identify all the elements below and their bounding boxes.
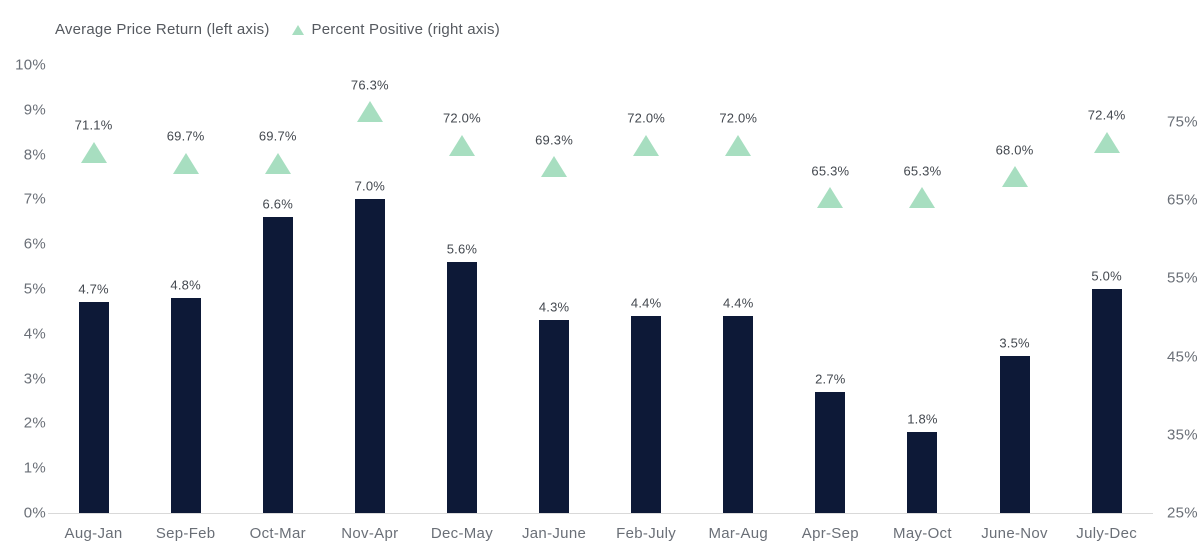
triangle-series-swatch-icon (291, 24, 304, 35)
triangle-marker (448, 134, 475, 156)
right-axis-tick-label: 55% (1167, 269, 1198, 287)
triangle-marker (817, 187, 844, 209)
triangle-marker (172, 152, 199, 174)
bar (539, 320, 570, 513)
bar (446, 262, 477, 513)
right-axis-tick-label: 25% (1167, 504, 1198, 522)
bar-value-label: 5.0% (1091, 268, 1122, 284)
triangle-value-label: 72.0% (443, 110, 481, 126)
legend-item-average-price-return: Average Price Return (left axis) (36, 21, 270, 38)
triangle-marker (264, 152, 291, 174)
triangle-value-label: 68.0% (995, 142, 1034, 158)
right-axis-tick-label: 75% (1167, 113, 1198, 131)
triangle-marker (633, 134, 660, 156)
triangle-value-label: 65.3% (811, 163, 850, 179)
x-axis-label: May-Oct (893, 525, 952, 542)
x-axis-label: Apr-Sep (801, 525, 859, 542)
bar-value-label: 2.7% (815, 371, 846, 387)
bar (262, 217, 293, 513)
triangle-value-label: 69.3% (535, 132, 573, 148)
right-axis-tick-label: 65% (1167, 191, 1198, 209)
bar-value-label: 4.3% (538, 299, 570, 315)
x-axis-label: Dec-May (430, 525, 493, 542)
bar-value-label: 4.4% (723, 295, 754, 311)
left-axis-tick-label: 4% (23, 325, 46, 343)
x-axis-label: Nov-Apr (341, 525, 399, 542)
triangle-value-label: 76.3% (350, 77, 389, 93)
legend-label-percent-positive: Percent Positive (right axis) (311, 21, 500, 38)
triangle-marker (541, 156, 568, 178)
x-axis-label: July-Dec (1076, 525, 1138, 542)
bar (907, 432, 938, 513)
bar (999, 356, 1030, 513)
x-axis-line (47, 513, 1153, 514)
x-axis-label: June-Nov (981, 525, 1048, 542)
bar-value-label: 6.6% (262, 196, 293, 212)
left-axis-tick-label: 10% (15, 56, 46, 74)
right-axis-tick-label: 45% (1167, 348, 1198, 366)
left-axis-tick-label: 7% (23, 190, 46, 208)
x-axis-label: Feb-July (616, 525, 677, 542)
bar-value-label: 7.0% (354, 178, 386, 194)
x-axis-label: Jan-June (521, 525, 587, 542)
left-axis-tick-label: 8% (23, 146, 46, 164)
bar-value-label: 1.8% (907, 411, 938, 427)
left-axis-tick-label: 6% (23, 235, 46, 253)
bar (723, 315, 754, 513)
left-axis-tick-label: 2% (23, 414, 46, 432)
legend-item-percent-positive: Percent Positive (right axis) (291, 21, 500, 38)
bar (170, 297, 201, 513)
left-axis-tick-label: 9% (23, 101, 46, 119)
bar-value-label: 3.5% (999, 335, 1030, 351)
bar-value-label: 5.6% (446, 241, 478, 257)
x-axis-label: Oct-Mar (249, 525, 306, 542)
triangle-value-label: 69.7% (166, 128, 205, 144)
bar (631, 315, 662, 513)
triangle-marker (909, 187, 936, 209)
bar (78, 302, 109, 513)
right-axis-tick-label: 35% (1167, 426, 1198, 444)
left-axis-tick-label: 1% (23, 459, 46, 477)
bar (815, 392, 846, 513)
bar (1091, 289, 1122, 513)
left-axis-tick-label: 5% (23, 280, 46, 298)
triangle-marker (1093, 131, 1120, 153)
x-axis-label: Mar-Aug (708, 525, 769, 542)
x-axis-label: Aug-Jan (64, 525, 123, 542)
legend-label-average-price-return: Average Price Return (left axis) (55, 21, 270, 38)
triangle-value-label: 72.4% (1087, 107, 1126, 123)
triangle-marker (356, 101, 383, 123)
legend: Average Price Return (left axis) Percent… (36, 21, 500, 38)
bar-series-swatch-icon (36, 24, 47, 35)
bar (354, 199, 385, 513)
triangle-marker (1001, 166, 1028, 188)
bar-value-label: 4.7% (78, 281, 109, 297)
triangle-value-label: 72.0% (719, 110, 758, 126)
triangle-marker (725, 134, 752, 156)
triangle-value-label: 69.7% (258, 128, 297, 144)
triangle-value-label: 71.1% (74, 117, 113, 133)
triangle-value-label: 65.3% (903, 163, 942, 179)
triangle-value-label: 72.0% (627, 110, 666, 126)
x-axis-label: Sep-Feb (155, 525, 216, 542)
bar-value-label: 4.8% (170, 277, 201, 293)
bar-value-label: 4.4% (630, 295, 662, 311)
left-axis-tick-label: 0% (23, 504, 46, 522)
triangle-marker (80, 141, 107, 163)
left-axis-tick-label: 3% (23, 370, 46, 388)
